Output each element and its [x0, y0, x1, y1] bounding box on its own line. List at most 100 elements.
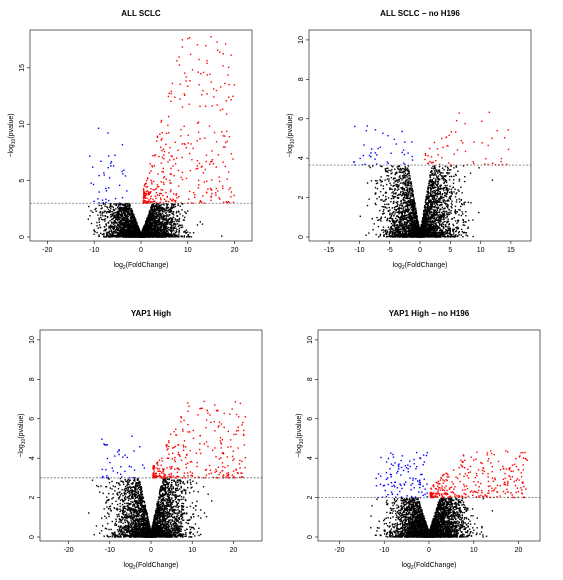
point: [224, 43, 227, 45]
point: [432, 202, 434, 204]
point: [377, 225, 380, 228]
point: [394, 168, 396, 170]
point: [123, 233, 126, 235]
point: [117, 235, 120, 237]
point: [160, 139, 163, 141]
point: [109, 228, 112, 230]
point: [376, 197, 378, 200]
point: [143, 189, 145, 191]
point: [147, 224, 149, 226]
point: [448, 197, 450, 199]
point: [160, 232, 162, 235]
point: [165, 200, 168, 202]
point: [166, 234, 168, 237]
point: [465, 232, 468, 234]
point: [119, 230, 121, 232]
point: [186, 231, 189, 233]
point: [168, 221, 171, 224]
point: [98, 235, 100, 237]
point: [142, 188, 145, 190]
point: [118, 218, 121, 221]
point: [108, 211, 110, 214]
point: [98, 204, 100, 206]
point: [119, 223, 121, 225]
point: [178, 229, 180, 231]
point: [435, 180, 437, 183]
point: [156, 217, 158, 219]
point: [233, 84, 236, 86]
point: [165, 202, 167, 205]
point: [153, 226, 155, 229]
point: [108, 210, 110, 213]
point: [152, 213, 155, 215]
point: [379, 209, 381, 212]
point: [175, 194, 177, 196]
point: [170, 223, 172, 226]
point: [123, 222, 125, 224]
point: [120, 210, 122, 213]
point: [393, 189, 396, 192]
point: [156, 184, 159, 186]
point: [184, 211, 186, 213]
point: [134, 225, 137, 228]
point: [118, 235, 120, 238]
point: [163, 211, 165, 213]
point: [130, 213, 132, 216]
point: [113, 234, 115, 237]
point: [163, 230, 166, 232]
point: [178, 227, 181, 230]
point: [119, 213, 121, 215]
point: [172, 204, 175, 206]
point: [179, 205, 181, 207]
point: [117, 208, 120, 210]
point: [432, 172, 434, 175]
point: [158, 219, 160, 222]
point: [391, 207, 394, 209]
point: [189, 232, 191, 234]
point: [106, 206, 108, 208]
point: [200, 166, 203, 168]
point: [157, 225, 159, 228]
point: [161, 210, 163, 212]
point: [145, 235, 148, 238]
point: [116, 216, 119, 219]
point: [166, 219, 168, 221]
point: [121, 213, 124, 215]
point: [122, 173, 124, 175]
point: [143, 196, 145, 199]
point: [454, 173, 457, 176]
point: [147, 191, 150, 193]
point: [145, 224, 148, 227]
point: [170, 207, 172, 209]
point: [161, 208, 163, 211]
point: [171, 217, 173, 219]
point: [147, 235, 150, 237]
point: [154, 188, 156, 191]
point: [178, 56, 180, 58]
point: [401, 175, 404, 177]
point: [146, 190, 149, 192]
point: [148, 172, 151, 174]
y-tick-label: 10: [19, 120, 26, 128]
point: [146, 234, 148, 237]
point: [101, 213, 103, 215]
point: [162, 233, 165, 236]
point: [182, 215, 184, 217]
point: [150, 216, 152, 218]
point: [166, 196, 168, 198]
point: [204, 137, 206, 139]
point: [156, 214, 159, 216]
point: [184, 231, 186, 233]
point: [117, 225, 120, 227]
point: [138, 233, 140, 235]
point: [225, 100, 228, 102]
point: [155, 209, 158, 212]
point: [172, 198, 174, 200]
point: [111, 222, 113, 225]
point: [157, 228, 159, 231]
point: [103, 226, 106, 228]
point: [169, 208, 171, 211]
point: [151, 218, 154, 220]
point: [120, 230, 122, 232]
point: [446, 166, 449, 168]
